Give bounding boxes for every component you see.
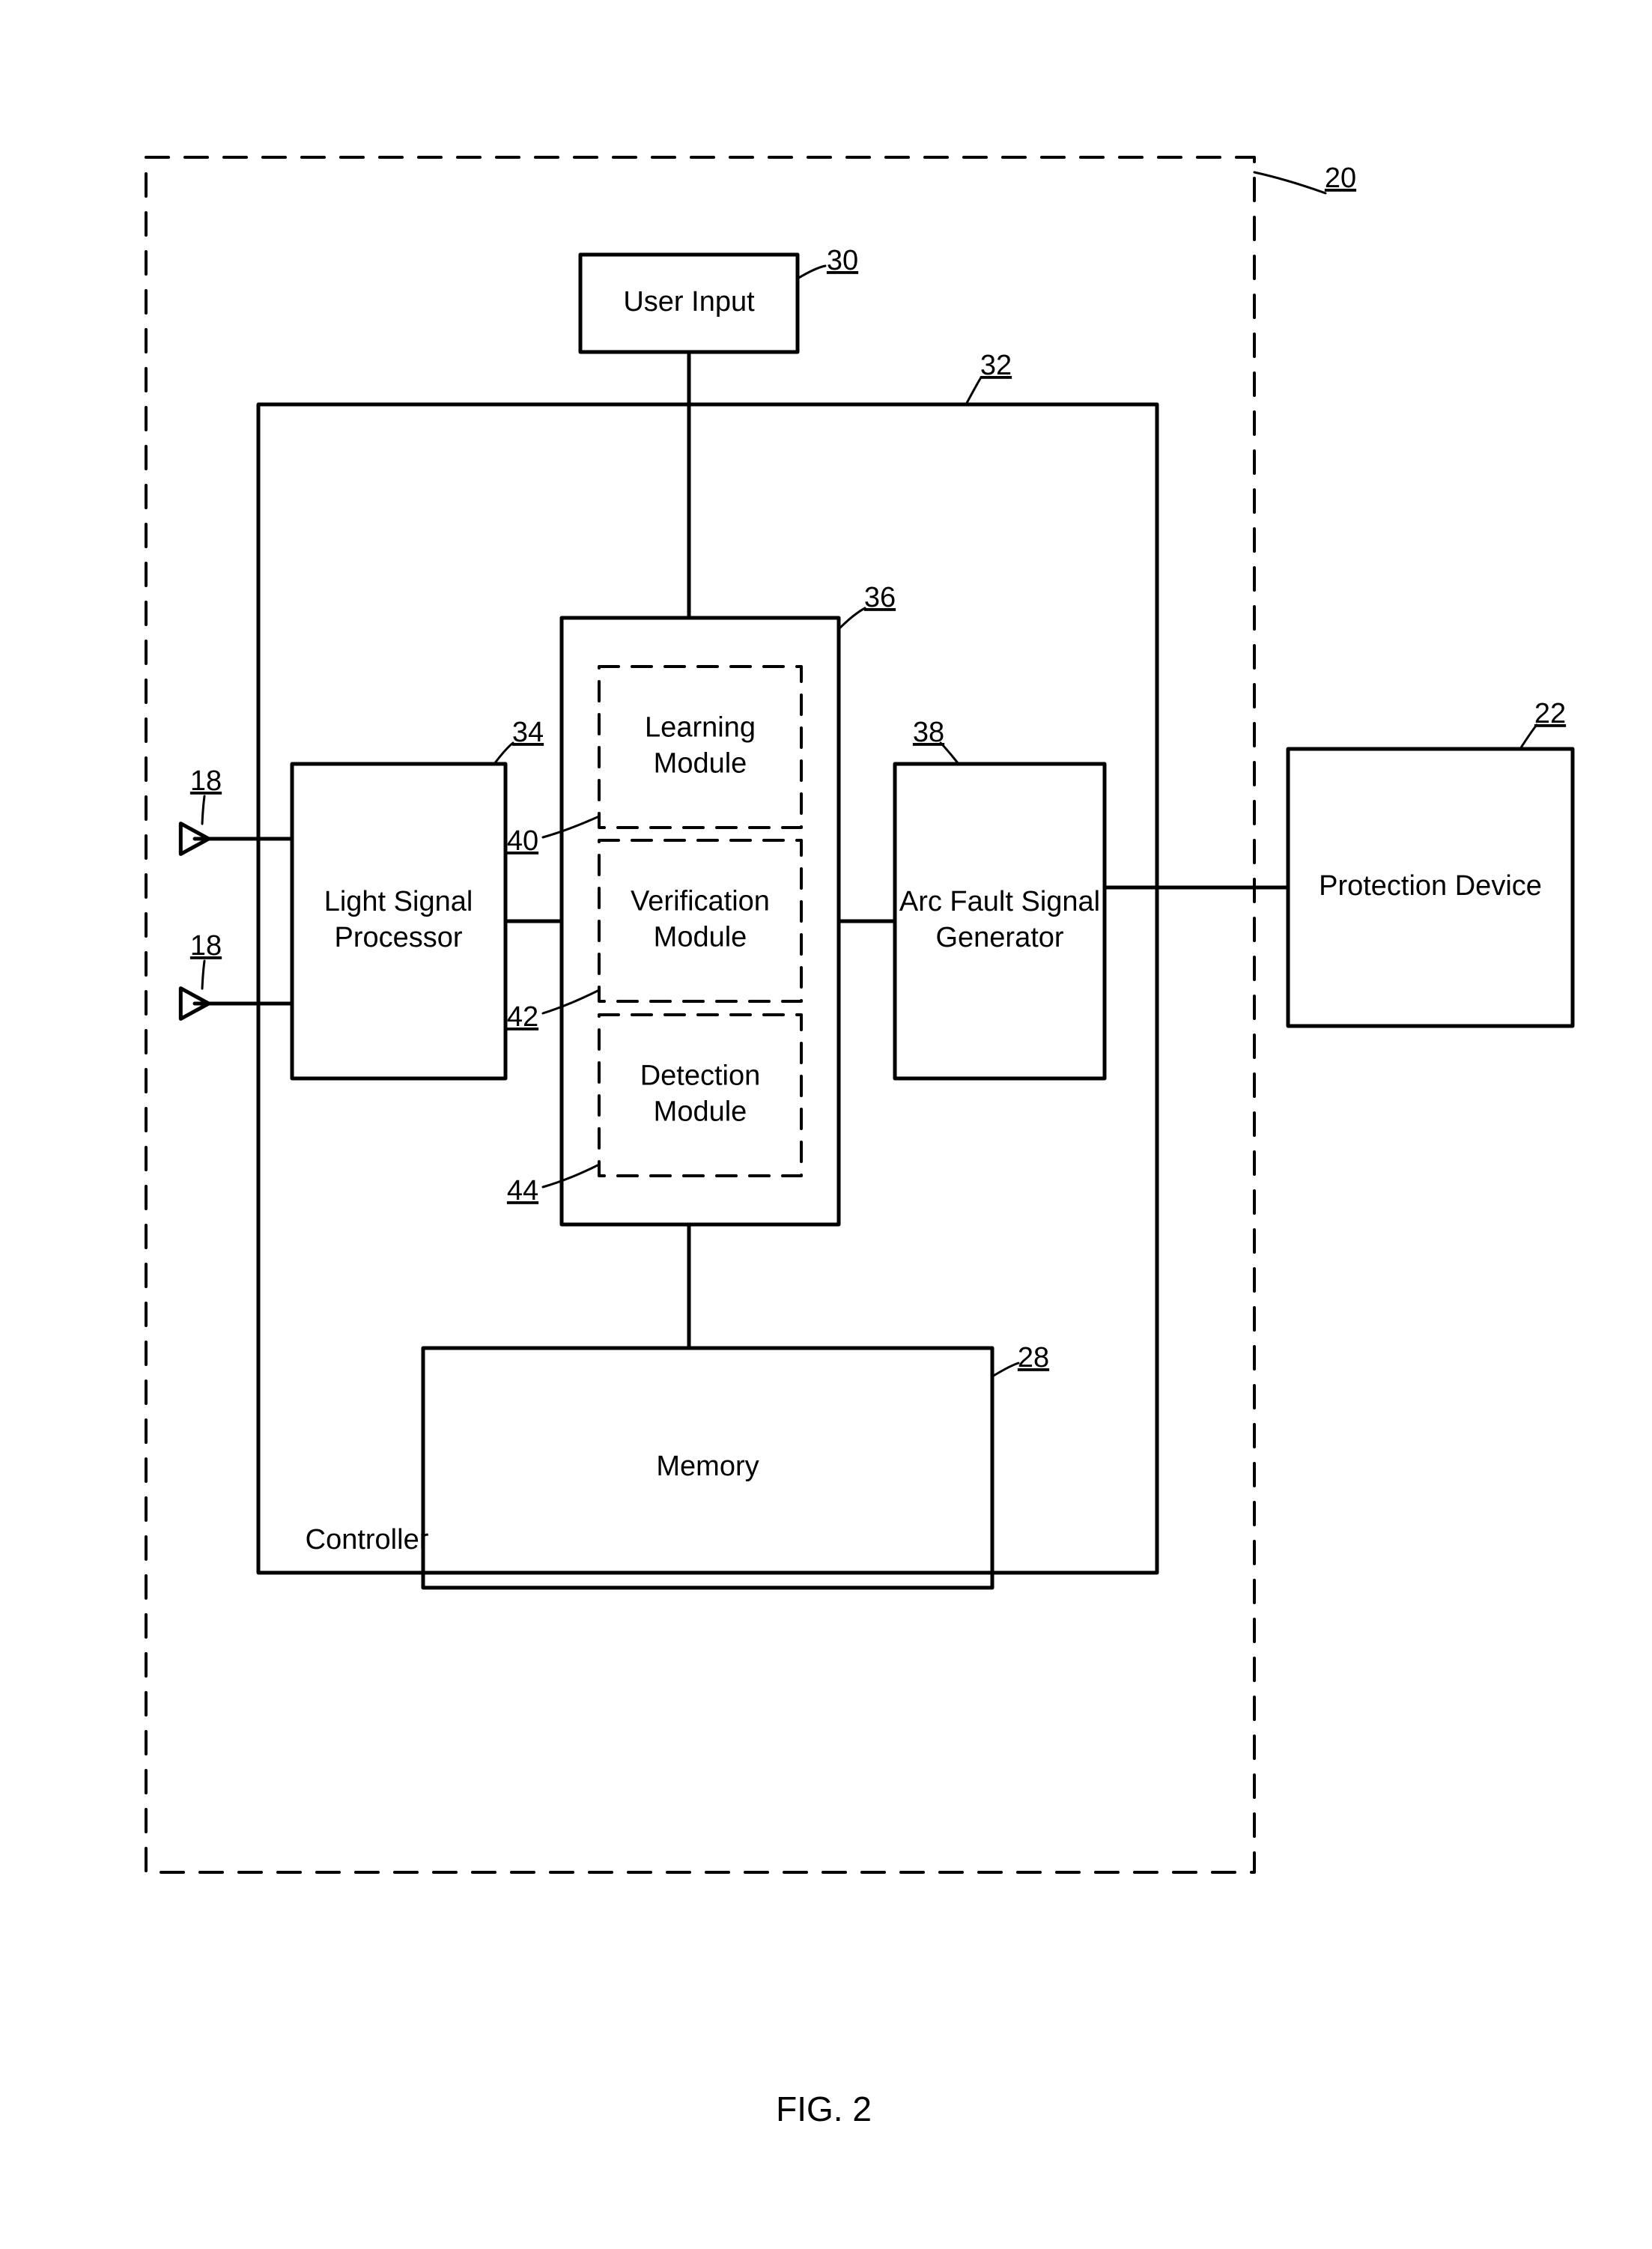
- svg-text:32: 32: [980, 350, 1012, 381]
- svg-text:FIG. 2: FIG. 2: [776, 2089, 872, 2128]
- svg-text:22: 22: [1534, 698, 1566, 729]
- svg-text:Module: Module: [654, 1096, 747, 1128]
- svg-text:Controller: Controller: [306, 1524, 429, 1556]
- svg-text:30: 30: [827, 245, 858, 276]
- svg-text:Arc Fault Signal: Arc Fault Signal: [899, 886, 1100, 917]
- svg-text:Generator: Generator: [935, 922, 1063, 953]
- svg-text:42: 42: [507, 1001, 538, 1033]
- svg-text:18: 18: [190, 765, 222, 797]
- svg-text:20: 20: [1325, 163, 1356, 194]
- svg-text:38: 38: [913, 717, 944, 748]
- svg-text:Processor: Processor: [334, 922, 462, 953]
- svg-text:Verification: Verification: [631, 886, 770, 917]
- svg-text:Module: Module: [654, 748, 747, 780]
- svg-text:Detection: Detection: [640, 1060, 761, 1092]
- svg-text:34: 34: [512, 717, 544, 748]
- figure-2-diagram: 20 Controller 32 User Input 30 Protection Dev…: [0, 0, 1652, 2249]
- svg-text:Learning: Learning: [645, 712, 756, 744]
- svg-text:40: 40: [507, 825, 538, 857]
- svg-text:36: 36: [864, 582, 896, 613]
- svg-text:18: 18: [190, 930, 222, 962]
- svg-text:28: 28: [1018, 1342, 1049, 1374]
- svg-text:User Input: User Input: [623, 286, 755, 318]
- svg-text:Module: Module: [654, 922, 747, 953]
- svg-text:44: 44: [507, 1175, 538, 1207]
- svg-text:Light Signal: Light Signal: [324, 886, 473, 917]
- svg-text:Protection Device: Protection Device: [1319, 870, 1542, 902]
- svg-text:Memory: Memory: [656, 1451, 759, 1482]
